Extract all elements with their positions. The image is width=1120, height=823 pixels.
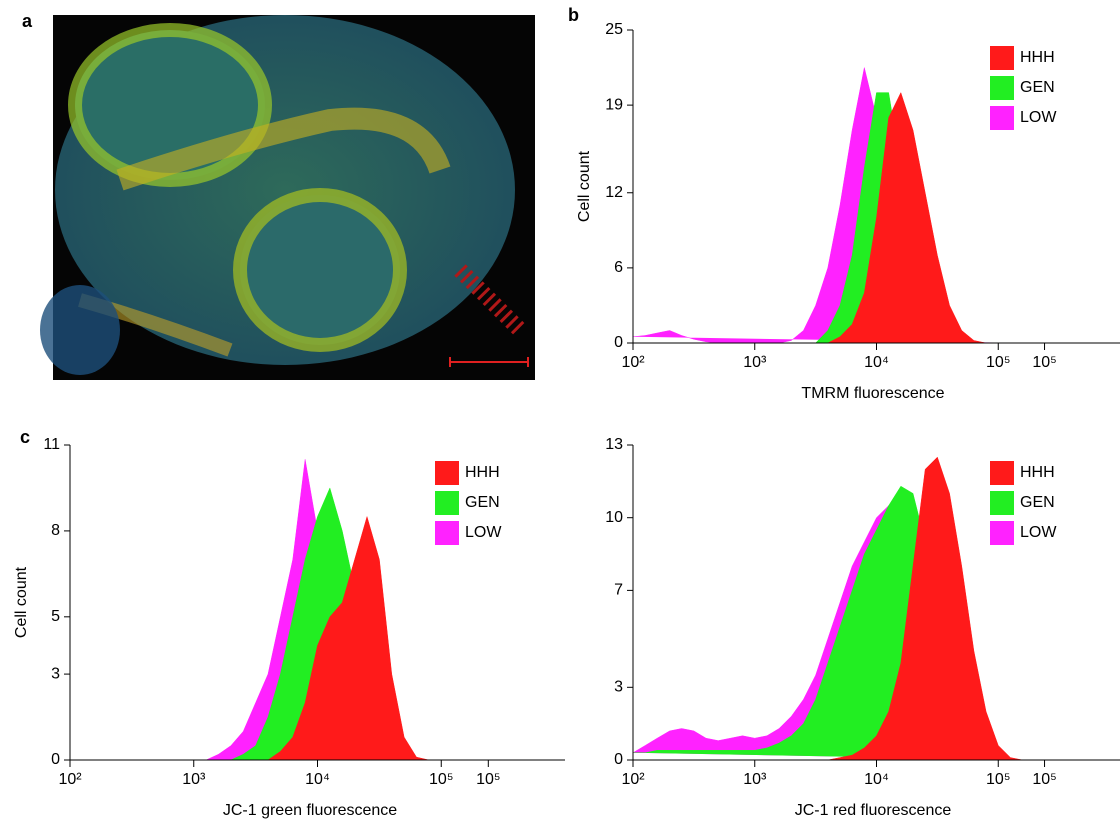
legend-label: LOW (1020, 109, 1057, 126)
legend-label: GEN (1020, 79, 1055, 96)
x-tick-label: 10² (621, 771, 645, 788)
legend-label: HHH (1020, 49, 1055, 66)
y-tick-label: 7 (614, 582, 623, 599)
y-tick-label: 0 (614, 334, 623, 351)
x-tick-label: 10³ (743, 771, 767, 788)
legend-swatch (990, 491, 1014, 515)
histogram-area (70, 487, 466, 761)
x-tick-label: 10² (58, 771, 82, 788)
legend-label: GEN (465, 494, 500, 511)
y-tick-label: 5 (51, 608, 60, 625)
y-axis-title: Cell count (576, 150, 593, 222)
legend-swatch (435, 491, 459, 515)
y-tick-label: 3 (51, 665, 60, 682)
y-tick-label: 8 (51, 522, 60, 539)
x-tick-label: 10² (621, 354, 645, 371)
y-tick-label: 0 (614, 751, 623, 768)
y-tick-label: 6 (614, 259, 623, 276)
legend-label: HHH (465, 464, 500, 481)
x-tick-label: 10⁴ (864, 354, 889, 371)
panel-label: b (568, 5, 579, 25)
x-tick-label: 10⁴ (305, 771, 330, 788)
y-tick-label: 12 (605, 184, 623, 201)
micrograph (40, 15, 535, 380)
x-tick-label: 10³ (182, 771, 206, 788)
y-tick-label: 10 (605, 509, 623, 526)
x-axis-title: JC-1 green fluorescence (223, 802, 397, 819)
x-axis-title: JC-1 red fluorescence (795, 802, 952, 819)
histogram-area (70, 459, 466, 761)
legend-swatch (990, 76, 1014, 100)
legend-label: HHH (1020, 464, 1055, 481)
legend-swatch (990, 106, 1014, 130)
x-tick-label: 10⁴ (864, 771, 889, 788)
x-axis-title: TMRM fluorescence (801, 385, 944, 402)
legend-swatch (990, 521, 1014, 545)
y-tick-label: 13 (605, 436, 623, 453)
panel-label: c (20, 427, 30, 447)
legend-label: LOW (1020, 524, 1057, 541)
y-tick-label: 3 (614, 679, 623, 696)
y-tick-label: 0 (51, 751, 60, 768)
x-tick-label: 10³ (743, 354, 767, 371)
panel-label: a (22, 11, 33, 31)
y-axis-title: Cell count (13, 566, 30, 638)
legend-swatch (990, 461, 1014, 485)
x-tick-label: 10⁵ (429, 771, 453, 788)
x-tick-label: 10⁵ (1032, 771, 1056, 788)
x-tick-label: 10⁵ (476, 771, 500, 788)
legend-swatch (435, 521, 459, 545)
legend-swatch (990, 46, 1014, 70)
y-tick-label: 11 (43, 436, 60, 453)
x-tick-label: 10⁵ (986, 771, 1010, 788)
legend-label: LOW (465, 524, 502, 541)
y-tick-label: 25 (605, 21, 623, 38)
histogram-area (632, 67, 1023, 344)
y-tick-label: 19 (605, 96, 623, 113)
x-tick-label: 10⁵ (986, 354, 1010, 371)
legend-label: GEN (1020, 494, 1055, 511)
x-tick-label: 10⁵ (1032, 354, 1056, 371)
legend-swatch (435, 461, 459, 485)
